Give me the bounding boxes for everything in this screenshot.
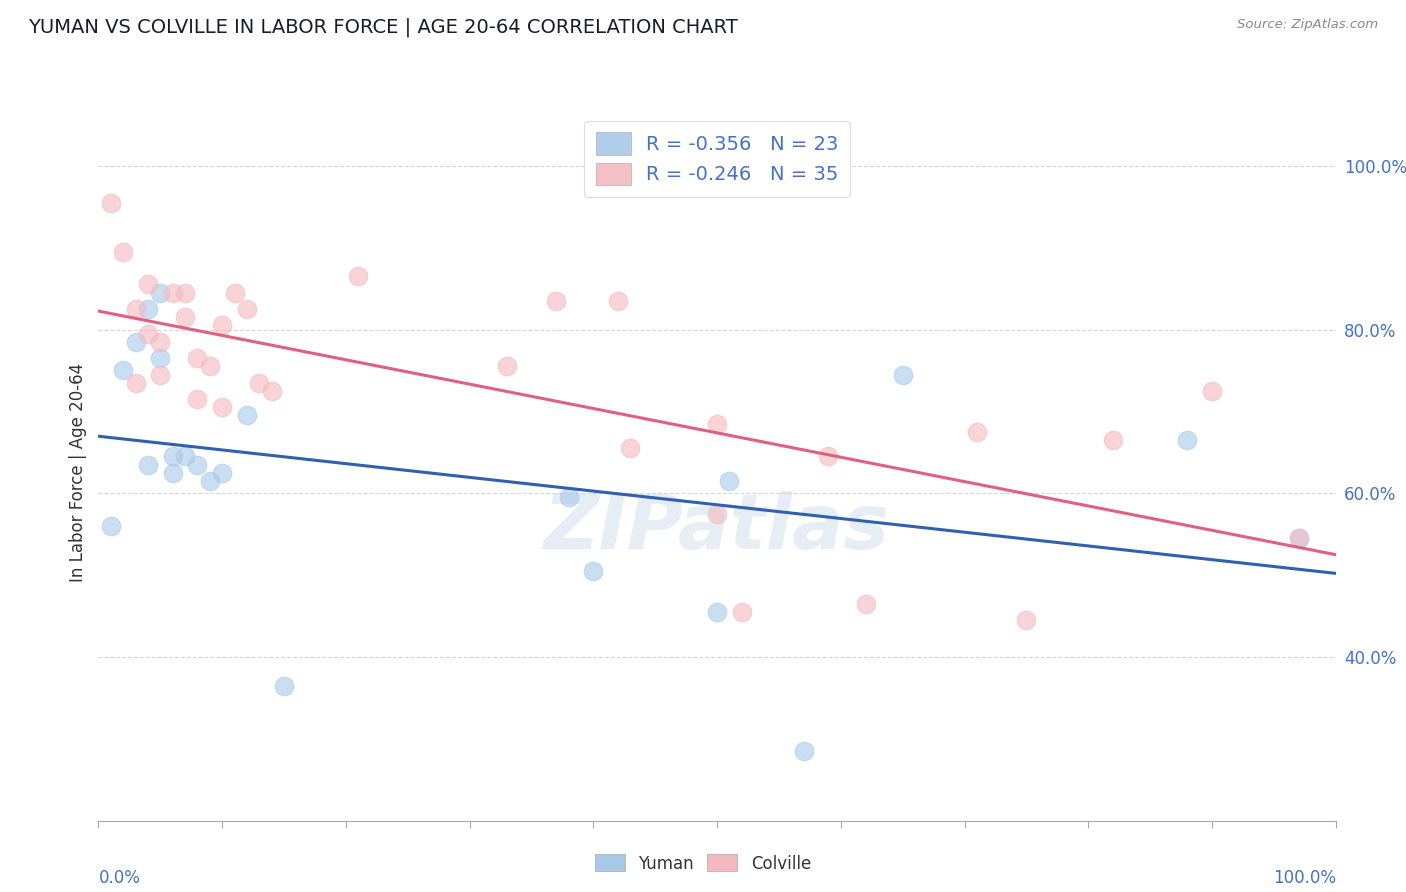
Point [247, 376, 270, 390]
Point [136, 277, 159, 292]
Point [100, 195, 122, 210]
Point [582, 564, 605, 578]
Point [186, 458, 208, 472]
Point [124, 301, 146, 316]
Point [1201, 384, 1223, 398]
Point [1288, 531, 1310, 545]
Point [1288, 531, 1310, 545]
Text: 0.0%: 0.0% [98, 870, 141, 888]
Point [718, 474, 741, 488]
Point [619, 441, 641, 455]
Point [966, 425, 988, 439]
Text: YUMAN VS COLVILLE IN LABOR FORCE | AGE 20-64 CORRELATION CHART: YUMAN VS COLVILLE IN LABOR FORCE | AGE 2… [28, 18, 738, 37]
Point [162, 450, 184, 464]
Point [1015, 613, 1038, 627]
Text: 100.0%: 100.0% [1272, 870, 1336, 888]
Point [546, 293, 568, 308]
Point [817, 450, 839, 464]
Point [149, 285, 172, 300]
Point [136, 326, 159, 341]
Point [174, 285, 197, 300]
Point [347, 269, 370, 284]
Point [198, 359, 221, 374]
Point [174, 450, 197, 464]
Point [607, 293, 630, 308]
Point [149, 351, 172, 366]
Point [706, 605, 728, 619]
Point [162, 466, 184, 480]
Point [706, 417, 728, 431]
Text: Source: ZipAtlas.com: Source: ZipAtlas.com [1237, 18, 1378, 31]
Point [136, 301, 159, 316]
Point [100, 519, 122, 533]
Point [260, 384, 283, 398]
Point [149, 334, 172, 349]
Point [1102, 433, 1125, 447]
Point [149, 368, 172, 382]
Point [174, 310, 197, 325]
Point [198, 474, 221, 488]
Point [706, 507, 728, 521]
Point [186, 392, 208, 406]
Point [124, 334, 146, 349]
Point [211, 318, 233, 333]
Point [136, 458, 159, 472]
Text: ZIPatlas: ZIPatlas [544, 491, 890, 566]
Point [186, 351, 208, 366]
Point [112, 244, 135, 259]
Point [793, 744, 815, 758]
Point [855, 597, 877, 611]
Point [211, 466, 233, 480]
Point [236, 301, 259, 316]
Point [224, 285, 246, 300]
Point [162, 285, 184, 300]
Point [495, 359, 517, 374]
Point [112, 363, 135, 377]
Legend: Yuman, Colville: Yuman, Colville [588, 847, 818, 880]
Point [211, 401, 233, 415]
Legend: R = -0.356   N = 23, R = -0.246   N = 35: R = -0.356 N = 23, R = -0.246 N = 35 [583, 120, 851, 197]
Point [273, 679, 295, 693]
Point [557, 491, 579, 505]
Point [236, 409, 259, 423]
Point [1175, 433, 1198, 447]
Y-axis label: In Labor Force | Age 20-64: In Labor Force | Age 20-64 [69, 363, 87, 582]
Point [731, 605, 754, 619]
Point [891, 368, 914, 382]
Point [124, 376, 146, 390]
